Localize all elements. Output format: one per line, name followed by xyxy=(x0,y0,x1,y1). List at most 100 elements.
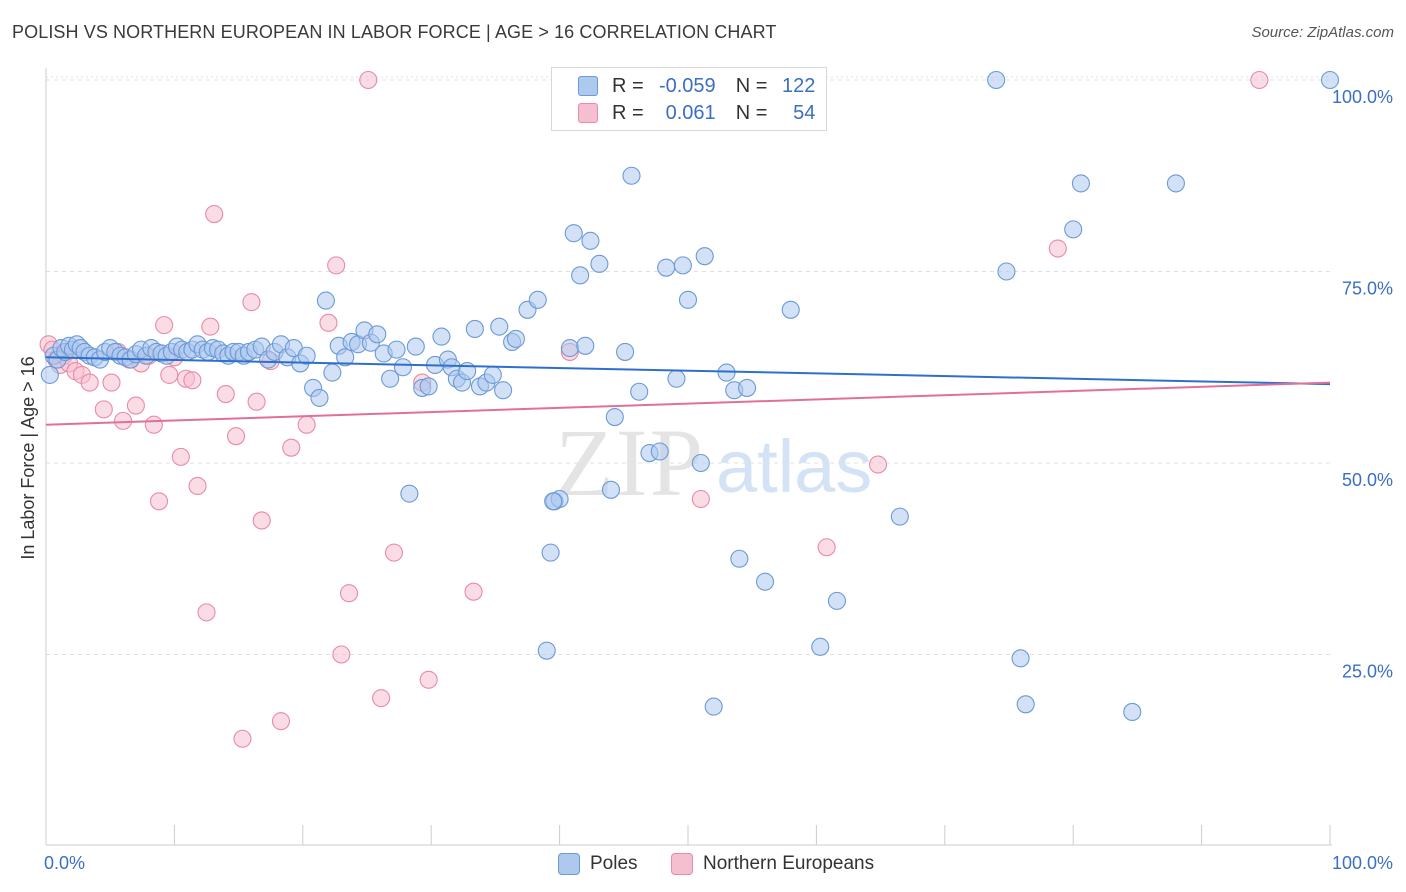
poles-point xyxy=(622,166,641,185)
poles-point xyxy=(316,291,335,310)
ne-point xyxy=(1250,70,1269,90)
ne-n-label: N = xyxy=(735,101,768,124)
watermark: ZIP atlas xyxy=(555,409,872,516)
poles-point xyxy=(1016,695,1035,714)
poles-point xyxy=(571,266,590,285)
poles-point xyxy=(755,572,775,591)
ne-point xyxy=(384,543,404,562)
ne-point xyxy=(188,476,207,496)
poles-point xyxy=(297,346,316,365)
ne-point xyxy=(201,317,220,336)
poles-n-value: 122 xyxy=(782,74,816,97)
ne-point xyxy=(319,313,338,332)
ne-point xyxy=(1048,239,1067,258)
poles-point xyxy=(406,337,425,356)
poles-point xyxy=(1166,174,1185,193)
poles-point xyxy=(528,290,547,309)
ne-r-value: 0.061 xyxy=(665,101,716,124)
legend-row-poles: R = -0.059 N = 122 xyxy=(578,74,815,98)
poles-point xyxy=(1011,649,1030,668)
poles-point xyxy=(781,300,800,319)
poles-point xyxy=(616,342,635,361)
legend-ne-label: Northern Europeans xyxy=(703,853,875,874)
source-label: Source: ZipAtlas.com xyxy=(1251,24,1394,41)
poles-point xyxy=(890,507,909,526)
poles-point xyxy=(657,258,676,277)
poles-point xyxy=(1064,220,1083,239)
poles-point xyxy=(368,325,387,344)
poles-point xyxy=(393,358,413,377)
poles-point xyxy=(650,442,669,461)
poles-point xyxy=(730,549,749,568)
poles-point xyxy=(576,336,595,355)
ne-point xyxy=(113,411,133,430)
ne-swatch xyxy=(578,103,598,123)
ne-point xyxy=(339,584,359,603)
poles-point xyxy=(601,480,621,499)
legend-poles-swatch xyxy=(558,853,580,875)
poles-point xyxy=(564,224,583,243)
ne-point xyxy=(205,205,224,224)
ne-point xyxy=(282,438,301,457)
poles-trend-line xyxy=(45,356,1331,386)
poles-point xyxy=(465,319,484,339)
ne-point xyxy=(327,256,346,275)
poles-point xyxy=(544,492,563,511)
poles-swatch xyxy=(578,76,598,96)
poles-point xyxy=(310,388,329,407)
ne-point xyxy=(216,385,235,404)
poles-point xyxy=(1071,174,1090,193)
y-tick-label: 25.0% xyxy=(1342,662,1393,682)
ne-point xyxy=(372,689,391,708)
ne-r-label: R = xyxy=(612,101,644,124)
axes xyxy=(45,68,1332,846)
ne-point xyxy=(226,427,246,446)
poles-point xyxy=(400,484,419,503)
x-tick-label: 0.0% xyxy=(44,853,85,873)
ne-point xyxy=(102,373,121,392)
poles-r-label: R = xyxy=(612,74,644,97)
poles-point xyxy=(667,369,686,388)
legend-poles-label: Poles xyxy=(590,853,638,874)
poles-point xyxy=(695,247,714,266)
poles-point xyxy=(605,407,624,427)
correlation-legend: R = -0.059 N = 122 R = 0.061 N = 54 xyxy=(551,67,827,131)
legend-item-poles: Poles xyxy=(558,851,638,877)
poles-r-value: -0.059 xyxy=(658,74,716,97)
poles-point xyxy=(419,377,438,396)
poles-point xyxy=(738,378,757,397)
ne-point xyxy=(242,293,261,312)
poles-point xyxy=(1320,70,1340,90)
poles-point xyxy=(494,381,513,400)
ne-point xyxy=(817,538,836,557)
poles-point xyxy=(541,543,560,562)
legend-row-northern-europeans: R = 0.061 N = 54 xyxy=(578,101,815,125)
ne-point xyxy=(233,729,252,748)
watermark-atlas: atlas xyxy=(716,425,872,508)
ne-point xyxy=(691,489,710,509)
ne-point xyxy=(171,447,190,466)
ne-point xyxy=(144,415,163,434)
ne-point xyxy=(868,455,888,474)
y-tick-label: 75.0% xyxy=(1342,279,1393,299)
poles-point xyxy=(997,262,1016,281)
ne-point xyxy=(183,371,202,390)
poles-point xyxy=(811,637,830,656)
ne-point xyxy=(297,415,316,434)
series-northern-europeans xyxy=(39,70,1269,748)
trend-lines xyxy=(45,356,1331,426)
ne-point xyxy=(149,492,169,511)
poles-point xyxy=(432,327,451,346)
poles-point xyxy=(336,348,355,367)
poles-point xyxy=(827,591,846,610)
poles-point xyxy=(691,453,710,473)
poles-point xyxy=(560,339,579,358)
series-poles xyxy=(40,70,1340,722)
poles-point xyxy=(537,641,556,660)
poles-point xyxy=(490,317,509,336)
poles-point xyxy=(704,697,723,716)
y-tick-label: 50.0% xyxy=(1342,470,1393,490)
ne-point xyxy=(464,582,483,601)
poles-n-label: N = xyxy=(735,74,768,97)
